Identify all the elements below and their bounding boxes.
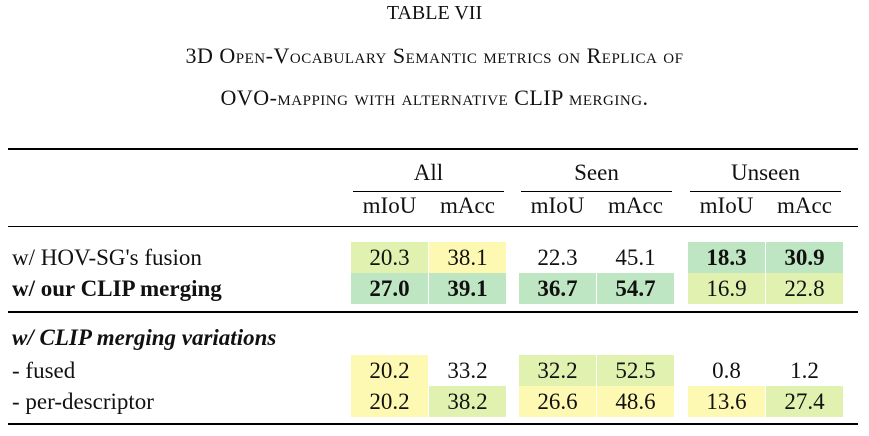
group-header-seen: Seen (574, 160, 619, 185)
table-cell: 27.0 (351, 273, 428, 304)
table-cell: 0.8 (712, 358, 741, 383)
metric-header: mAcc (608, 193, 663, 218)
mid-rule (8, 311, 858, 313)
table-cell: 30.9 (766, 242, 843, 273)
table-cell: 26.6 (519, 386, 596, 417)
group-underline (521, 191, 672, 192)
bottom-rule (8, 423, 858, 425)
table-caption-line-1: 3D Open-Vocabulary Semantic metrics on R… (185, 43, 684, 68)
group-underline (690, 191, 841, 192)
table-cell: 20.3 (351, 242, 428, 273)
metric-header: mIoU (530, 193, 585, 218)
table-cell: 32.2 (519, 355, 596, 386)
group-header-all: All (413, 160, 444, 185)
table-cell: 16.9 (688, 273, 765, 304)
metric-header: mAcc (777, 193, 832, 218)
table-cell: 33.2 (447, 358, 488, 383)
header-rule (8, 226, 858, 227)
table-cell: 39.1 (429, 273, 506, 304)
table-cell: 38.2 (429, 386, 506, 417)
table-cell: 22.8 (766, 273, 843, 304)
group-underline (353, 191, 504, 192)
table-caption-line-2: OVO-mapping with alternative CLIP mergin… (220, 85, 649, 110)
table-cell: 36.7 (519, 273, 596, 304)
top-rule (8, 148, 858, 150)
row-label: w/ HOV-SG's fusion (12, 245, 202, 270)
table-cell: 20.2 (351, 355, 428, 386)
table-cell: 54.7 (597, 273, 674, 304)
table-cell: 20.2 (351, 386, 428, 417)
table-cell: 18.3 (688, 242, 765, 273)
table-cell: 1.2 (790, 358, 819, 383)
metric-header: mIoU (362, 193, 417, 218)
table-cell: 45.1 (615, 245, 656, 270)
row-label: w/ our CLIP merging (12, 276, 222, 301)
row-label: - per-descriptor (12, 389, 154, 414)
table-cell: 27.4 (766, 386, 843, 417)
metric-header: mAcc (440, 193, 495, 218)
group-header-unseen: Unseen (731, 160, 800, 185)
table-cell: 13.6 (688, 386, 765, 417)
table-cell: 38.1 (429, 242, 506, 273)
table-cell: 48.6 (597, 386, 674, 417)
row-label: - fused (12, 358, 76, 383)
table-cell: 52.5 (597, 355, 674, 386)
section-title: w/ CLIP merging variations (12, 325, 277, 350)
table-label: TABLE VII (386, 2, 483, 24)
metric-header: mIoU (699, 193, 754, 218)
table-cell: 22.3 (537, 245, 578, 270)
